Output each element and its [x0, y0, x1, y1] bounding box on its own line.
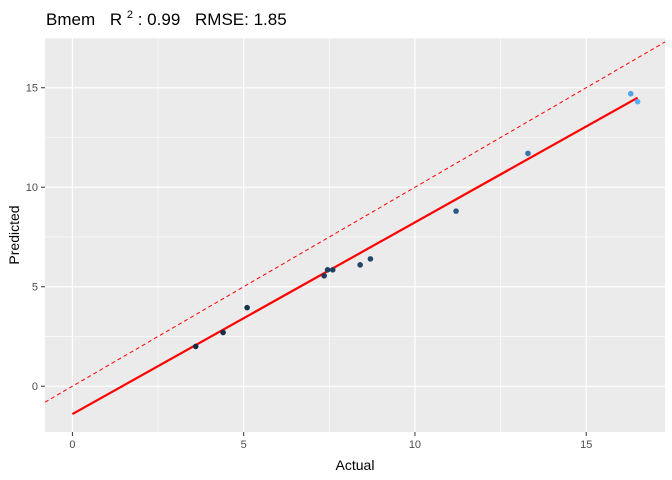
plot-panel	[45, 38, 665, 432]
data-point	[525, 150, 531, 157]
data-point	[329, 267, 336, 273]
title-r-exponent: 2	[127, 9, 133, 21]
minor-gridlines	[45, 37, 665, 432]
data-point	[220, 329, 226, 336]
x-axis-title: Actual	[336, 457, 375, 473]
major-gridlines	[45, 38, 665, 432]
x-tick-label: 0	[69, 439, 75, 451]
data-point	[627, 90, 634, 97]
y-axis-title: Predicted	[6, 205, 22, 264]
identity-reference-line	[44, 41, 666, 403]
data-point	[192, 343, 199, 350]
x-tick-label: 5	[241, 439, 247, 451]
data-point	[321, 272, 327, 279]
x-tick-label: 15	[580, 439, 592, 451]
x-axis-ticks: 0 5 10 15	[69, 432, 592, 451]
y-tick-label: 0	[32, 381, 38, 393]
y-axis-ticks: 0 5 10 15	[26, 83, 45, 393]
title-r-symbol: R	[110, 10, 122, 29]
data-point	[634, 98, 641, 105]
title-prefix: Bmem	[46, 10, 95, 29]
data-points	[192, 90, 641, 350]
data-point	[324, 267, 331, 273]
y-tick-label: 5	[32, 282, 38, 294]
y-tick-label: 10	[26, 182, 38, 194]
x-tick-label: 10	[409, 439, 421, 451]
data-point	[453, 208, 459, 214]
regression-fit-line	[71, 96, 639, 416]
data-point	[244, 304, 250, 311]
y-tick-label: 15	[26, 83, 38, 95]
chart-title: Bmem R 2 : 0.99 RMSE: 1.85	[46, 3, 287, 29]
title-rmse: RMSE: 1.85	[195, 10, 287, 29]
data-point	[357, 262, 363, 268]
data-point	[367, 256, 374, 262]
title-r2-value: : 0.99	[138, 10, 181, 29]
